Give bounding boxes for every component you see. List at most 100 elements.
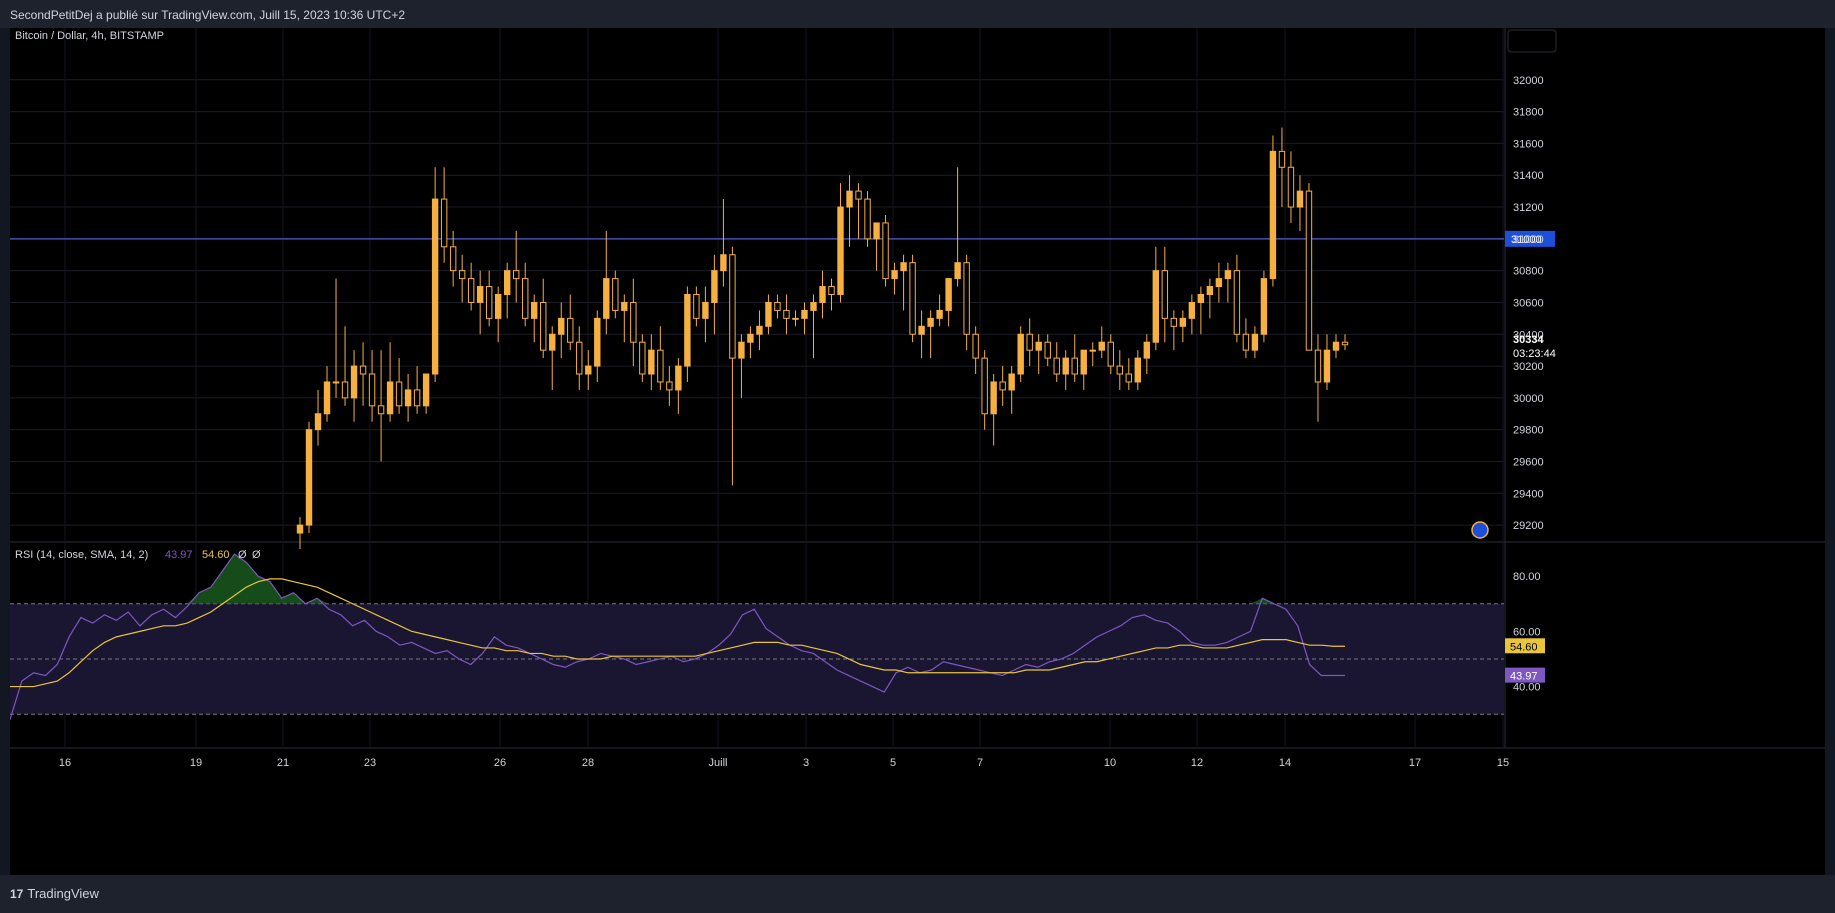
price-tick-label: 29200 [1513, 520, 1544, 532]
candle-body [350, 365, 358, 399]
level-label: 31000 [1511, 234, 1542, 246]
candle-body [1053, 357, 1060, 375]
candle-body [449, 246, 457, 272]
tradingview-logo[interactable]: 17 TradingView [10, 886, 99, 901]
candle-body [675, 365, 682, 391]
rsi-badge-label: 43.97 [1510, 671, 1538, 683]
candle-body [1314, 349, 1322, 383]
candle-body [1035, 341, 1042, 351]
price-tick-label: 30200 [1513, 361, 1544, 373]
price-tick-label: 30600 [1513, 297, 1544, 309]
candle-body [522, 278, 529, 319]
candle-body [576, 341, 583, 375]
candle-body [1224, 270, 1232, 280]
candle-body [864, 198, 871, 240]
rsi-legend-text: Ø [252, 549, 261, 561]
rsi-badge [1505, 667, 1545, 683]
candle-body [476, 286, 484, 303]
candles [296, 127, 1349, 549]
chart-title: Bitcoin / Dollar, 4h, BITSTAMP [15, 30, 164, 42]
candle-body [1296, 190, 1304, 208]
candle-body [540, 301, 547, 351]
candle-body [945, 278, 952, 311]
candle-body [1197, 294, 1205, 303]
candle-body [900, 262, 907, 272]
candle-body [1044, 341, 1051, 359]
candle-body [657, 349, 664, 383]
rsi-ma-line [10, 578, 1345, 688]
candle-body [837, 206, 844, 295]
candle-body [1206, 286, 1214, 296]
candle-body [1341, 341, 1349, 346]
candle-body [963, 262, 970, 335]
price-tick-label: 30000 [1513, 393, 1544, 405]
candle-body [1188, 301, 1196, 319]
candle-body [1125, 373, 1132, 383]
rsi-ma-badge-label: 54.60 [1510, 641, 1538, 653]
candle-body [873, 222, 880, 240]
candle-body [936, 309, 943, 319]
candle-body [395, 381, 403, 407]
candle-body [1215, 278, 1223, 288]
time-tick-label: 28 [582, 757, 594, 769]
candle-body [467, 278, 475, 303]
candle-body [801, 309, 808, 319]
rsi-bands [10, 603, 1504, 715]
candle-body [999, 381, 1006, 391]
candle-body [1080, 349, 1087, 375]
chart-canvas[interactable]: 31000 29200 29400 29600 29800 30000 30200 3040… [10, 28, 1825, 875]
publisher-text: SecondPetitDej a publié sur TradingView.… [10, 8, 406, 22]
candle-body [1278, 150, 1286, 168]
candle-body [918, 325, 925, 335]
rsi-legend-text: 43.97 [165, 549, 193, 561]
candle-body [558, 317, 565, 335]
candle-body [359, 365, 367, 375]
price-tick-label: 29800 [1513, 425, 1544, 437]
time-tick-label: 19 [190, 757, 202, 769]
candle-body [1323, 349, 1331, 383]
horizontal-level[interactable]: 31000 [10, 230, 1555, 247]
candle-body [846, 190, 853, 208]
candle-body [729, 254, 736, 359]
chart-area[interactable]: 31000 29200 29400 29600 29800 30000 30200 3040… [10, 28, 1825, 875]
time-tick-label: 17 [1409, 757, 1421, 769]
candle-body [1260, 278, 1268, 335]
candle-body [1179, 317, 1187, 327]
candle-body [440, 198, 448, 248]
rsi-ma-badge [1505, 638, 1545, 654]
axis-settings-box [1507, 29, 1557, 53]
candle-body [323, 381, 331, 415]
candle-body [621, 301, 628, 311]
time-tick-label: 10 [1104, 757, 1116, 769]
price-tick-label: 31800 [1513, 107, 1544, 119]
candle-body [882, 222, 889, 280]
countdown-label: 03:23:44 [1513, 348, 1556, 360]
candle-body [1089, 349, 1096, 352]
candle-body [783, 309, 790, 319]
time-tick-label: Juill [709, 757, 728, 769]
price-tick-label: 31600 [1513, 138, 1544, 150]
candle-body [296, 524, 304, 534]
candle-body [909, 262, 916, 335]
rsi-tick-label: 60.00 [1513, 626, 1541, 638]
candle-body [1332, 341, 1340, 351]
rsi-tick-label: 40.00 [1513, 682, 1541, 694]
candle-body [494, 294, 502, 319]
rsi-legend-text: 54.60 [202, 549, 230, 561]
candle-body [305, 429, 313, 526]
candle-body [1170, 317, 1178, 327]
candle-body [738, 341, 745, 359]
candle-body [314, 413, 322, 431]
price-tick-label: 31000 [1513, 234, 1544, 246]
time-tick-label: 5 [890, 757, 896, 769]
rsi-legend: RSI (14, close, SMA, 14, 2) 43.97 54.60 Ø Ø [15, 549, 261, 561]
candle-body [377, 405, 385, 415]
candle-body [503, 270, 511, 295]
candle-body [891, 270, 898, 280]
tradingview-icon: 17 [10, 887, 24, 901]
time-tick-label: 26 [494, 757, 506, 769]
candle-body [927, 317, 934, 327]
candle-body [1143, 341, 1151, 359]
candle-body [531, 301, 538, 319]
candle-body [1161, 270, 1169, 319]
